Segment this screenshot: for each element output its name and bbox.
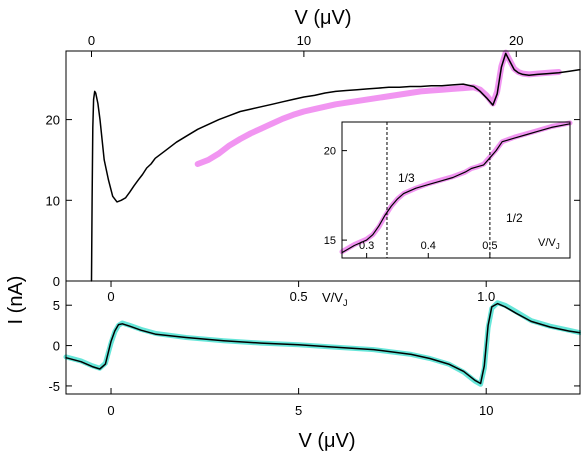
secondary-x-axis-label-sub: J [343,298,348,308]
bottom-y-tick-label-0: -5 [48,379,60,394]
bottom-series-fit-line [63,300,581,387]
inset-lines [339,120,573,255]
inset-vlines [386,122,491,258]
top-x-tick-label-2: 20 [509,33,523,48]
secondary-x-axis-label-main: V/V [322,290,343,305]
bottom-y-tick-label-1: 0 [53,339,60,354]
bottom-measured-layer [65,302,581,385]
top-y-tick-label-0: 0 [53,274,60,289]
top-panel: 0 10 20 0 10 20 V (μV) 0.3 0.4 0.5 15 20 1/3 1/2 … [46,7,581,289]
bottom-fit-layer [63,300,581,387]
secondary-x-axis-label: V/VJ [322,290,347,308]
bottom-x-tick-label-1: 5 [295,403,302,418]
inset-y-tick-label-0: 15 [324,235,336,247]
y-axis-title: I (nA) [5,276,27,325]
top-series-measured-line [90,52,581,282]
inset-x-tick-label-1: 0.4 [421,240,436,252]
bottom-series-measured-line [65,302,581,385]
inset-x-tick-label-0: 0.3 [359,240,374,252]
inset-ticks: 0.3 0.4 0.5 15 20 [324,146,498,258]
bottom-x-axis-title: V (μV) [298,430,355,452]
inset-chart: 0.3 0.4 0.5 15 20 1/3 1/2 V/VJ [324,120,573,259]
top-x-tick-label-0: 0 [88,33,95,48]
bottom-plot-frame [65,280,581,395]
inset-frame [341,121,571,259]
secondary-x-tick-label-0: 0 [107,289,114,304]
bottom-panel: 0 5 10 -5 0 5 0 0.5 1.0 V (μV) V/VJ [48,280,581,452]
inset-x-tick-label-2: 0.5 [482,240,497,252]
bottom-ticks: 0 5 10 -5 0 5 0 0.5 1.0 [48,281,580,418]
inset-series-measured-line [341,123,571,254]
top-x-tick-label-1: 10 [297,33,311,48]
inset-annotation-one-half: 1/2 [506,211,523,225]
secondary-x-tick-label-2: 1.0 [477,289,495,304]
inset-y-tick-label-1: 20 [324,146,336,158]
secondary-x-tick-label-1: 0.5 [290,289,308,304]
inset-annotation-one-third: 1/3 [398,171,415,185]
inset-x-axis-label: V/VJ [538,237,560,251]
inset-x-axis-label-main: V/V [538,237,556,249]
bottom-y-tick-label-2: 5 [53,298,60,313]
inset-background [342,122,570,258]
inset-x-axis-label-sub: J [556,242,560,251]
top-y-tick-label-2: 20 [46,113,60,128]
top-measured-layer [90,52,581,282]
bottom-x-tick-label-0: 0 [107,403,114,418]
bottom-x-tick-label-2: 10 [479,403,493,418]
top-x-axis-title: V (μV) [294,7,351,29]
top-y-tick-label-1: 10 [46,193,60,208]
